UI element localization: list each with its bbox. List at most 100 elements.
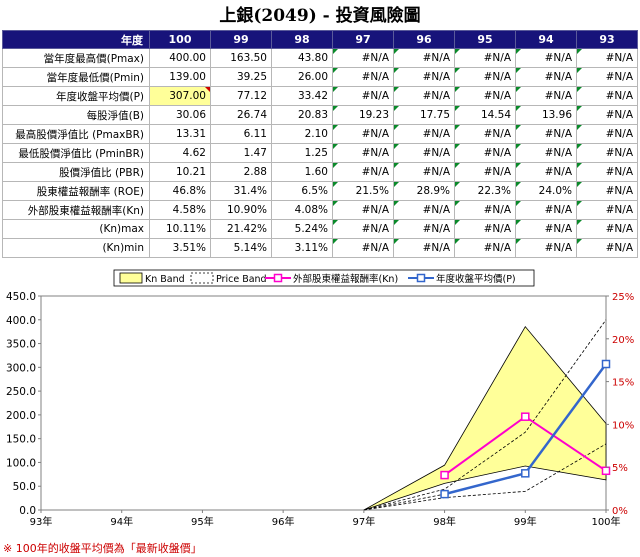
left-tick-label: 250.0 bbox=[6, 386, 36, 398]
price-band-line bbox=[363, 363, 607, 511]
table-cell: #N/A bbox=[393, 219, 455, 239]
x-tick-label: 98年 bbox=[433, 515, 456, 528]
table-cell: 163.50 bbox=[210, 48, 272, 68]
left-tick-label: 300.0 bbox=[6, 362, 36, 374]
table-cell: 17.75 bbox=[393, 105, 455, 125]
right-tick-label: 0% bbox=[612, 506, 628, 517]
table-cell: 1.47 bbox=[210, 143, 272, 163]
table-cell: #N/A bbox=[332, 48, 394, 68]
table-cell: #N/A bbox=[576, 162, 638, 182]
table-cell: #N/A bbox=[515, 67, 577, 87]
table-cell: #N/A bbox=[515, 219, 577, 239]
table-cell: 21.42% bbox=[210, 219, 272, 239]
table-cell: #N/A bbox=[454, 200, 516, 220]
year-header: 99 bbox=[210, 30, 272, 49]
table-cell: #N/A bbox=[576, 238, 638, 258]
table-cell: 4.08% bbox=[271, 200, 333, 220]
year-header: 96 bbox=[393, 30, 455, 49]
table-cell: #N/A bbox=[393, 238, 455, 258]
row-label: 最低股價淨值比 (PminBR) bbox=[2, 143, 150, 163]
table-cell: 2.10 bbox=[271, 124, 333, 144]
row-label: 年度收盤平均價(P) bbox=[2, 86, 150, 106]
left-tick-label: 150.0 bbox=[6, 434, 36, 446]
table-cell: 26.74 bbox=[210, 105, 272, 125]
left-tick-label: 50.0 bbox=[13, 481, 36, 493]
year-header: 97 bbox=[332, 30, 394, 49]
table-cell: #N/A bbox=[576, 219, 638, 239]
table-cell: #N/A bbox=[515, 86, 577, 106]
left-tick-label: 400.0 bbox=[6, 315, 36, 327]
table-cell: #N/A bbox=[454, 143, 516, 163]
table-row: 每股淨值(B) 30.06 26.74 20.83 19.23 17.75 14.54 13.… bbox=[2, 105, 638, 125]
table-cell: 26.00 bbox=[271, 67, 333, 87]
x-tick-label: 96年 bbox=[272, 515, 295, 528]
table-cell: 31.4% bbox=[210, 181, 272, 201]
table-cell: #N/A bbox=[332, 143, 394, 163]
x-tick-label: 97年 bbox=[352, 515, 375, 528]
year-header: 98 bbox=[271, 30, 333, 49]
p-point bbox=[440, 489, 449, 499]
row-label: 每股淨值(B) bbox=[2, 105, 150, 125]
row-label: 當年度最低價(Pmin) bbox=[2, 67, 150, 87]
right-tick-label: 20% bbox=[612, 335, 634, 346]
row-label: 股價淨值比 (PBR) bbox=[2, 162, 150, 182]
table-cell: #N/A bbox=[576, 124, 638, 144]
legend-label: Price Band bbox=[216, 274, 267, 285]
table-row: 最低股價淨值比 (PminBR) 4.62 1.47 1.25 #N/A #N/A #N/A… bbox=[2, 143, 638, 163]
footnote: ※ 100年的收盤平均價為「最新收盤價」 bbox=[3, 542, 202, 555]
legend-label: 外部股東權益報酬率(Kn) bbox=[293, 273, 398, 285]
row-label: 當年度最高價(Pmax) bbox=[2, 48, 150, 68]
table-cell: 1.25 bbox=[271, 143, 333, 163]
table-cell: #N/A bbox=[332, 162, 394, 182]
table-cell: #N/A bbox=[576, 86, 638, 106]
page-title: 上銀(2049) - 投資風險圖 bbox=[219, 6, 421, 26]
table-row: 當年度最高價(Pmax) 400.00 163.50 43.80 #N/A #N/A #N/… bbox=[2, 48, 638, 68]
table-cell: 400.00 bbox=[149, 48, 211, 68]
table-cell: #N/A bbox=[454, 238, 516, 258]
left-tick-label: 200.0 bbox=[6, 410, 36, 422]
table-cell: #N/A bbox=[332, 124, 394, 144]
table-cell: #N/A bbox=[393, 86, 455, 106]
table-cell: 20.83 bbox=[271, 105, 333, 125]
p-point bbox=[601, 359, 611, 369]
table-cell: #N/A bbox=[576, 48, 638, 68]
legend-label: Kn Band bbox=[145, 274, 185, 285]
table-cell: #N/A bbox=[393, 162, 455, 182]
table-cell: #N/A bbox=[576, 181, 638, 201]
table-cell: 139.00 bbox=[149, 67, 211, 87]
row-label: 外部股東權益報酬率(Kn) bbox=[2, 200, 150, 220]
table-cell: 3.51% bbox=[149, 238, 211, 258]
year-header: 94 bbox=[515, 30, 577, 49]
table-cell: 6.11 bbox=[210, 124, 272, 144]
table-cell: 10.90% bbox=[210, 200, 272, 220]
table-cell: 10.21 bbox=[149, 162, 211, 182]
table-cell: 5.14% bbox=[210, 238, 272, 258]
legend-marker-p bbox=[416, 273, 426, 283]
kn-band bbox=[363, 325, 607, 511]
table-row: 股東權益報酬率 (ROE) 46.8% 31.4% 6.5% 21.5% 28.9% 22.… bbox=[2, 181, 638, 201]
table-cell: 46.8% bbox=[149, 181, 211, 201]
table-cell: #N/A bbox=[393, 48, 455, 68]
table-cell: 6.5% bbox=[271, 181, 333, 201]
kn-point bbox=[521, 412, 530, 421]
table-cell: #N/A bbox=[393, 200, 455, 220]
table-cell: 28.9% bbox=[393, 181, 455, 201]
table-cell: #N/A bbox=[576, 105, 638, 125]
table-cell: 30.06 bbox=[149, 105, 211, 125]
table-cell: 14.54 bbox=[454, 105, 516, 125]
x-tick-label: 100年 bbox=[591, 515, 620, 528]
table-row: 股價淨值比 (PBR) 10.21 2.88 1.60 #N/A #N/A #N/A #N/A… bbox=[2, 162, 638, 182]
table-cell: #N/A bbox=[332, 219, 394, 239]
table-cell: 5.24% bbox=[271, 219, 333, 239]
right-tick-label: 10% bbox=[612, 420, 634, 431]
table-cell: 10.11% bbox=[149, 219, 211, 239]
table-cell: #N/A bbox=[332, 238, 394, 258]
year-header: 95 bbox=[454, 30, 516, 49]
table-header-row: 年度 100 99 98 97 96 95 94 93 bbox=[2, 30, 638, 49]
table-row: 最高股價淨值比 (PmaxBR) 13.31 6.11 2.10 #N/A #N/A #N/… bbox=[2, 124, 638, 144]
left-tick-label: 350.0 bbox=[6, 339, 36, 351]
table-cell: 13.31 bbox=[149, 124, 211, 144]
table-row: (Kn)min 3.51% 5.14% 3.11% #N/A #N/A #N/A #N/A #N… bbox=[2, 238, 638, 258]
table-cell: 13.96 bbox=[515, 105, 577, 125]
row-label: (Kn)max bbox=[2, 219, 150, 239]
